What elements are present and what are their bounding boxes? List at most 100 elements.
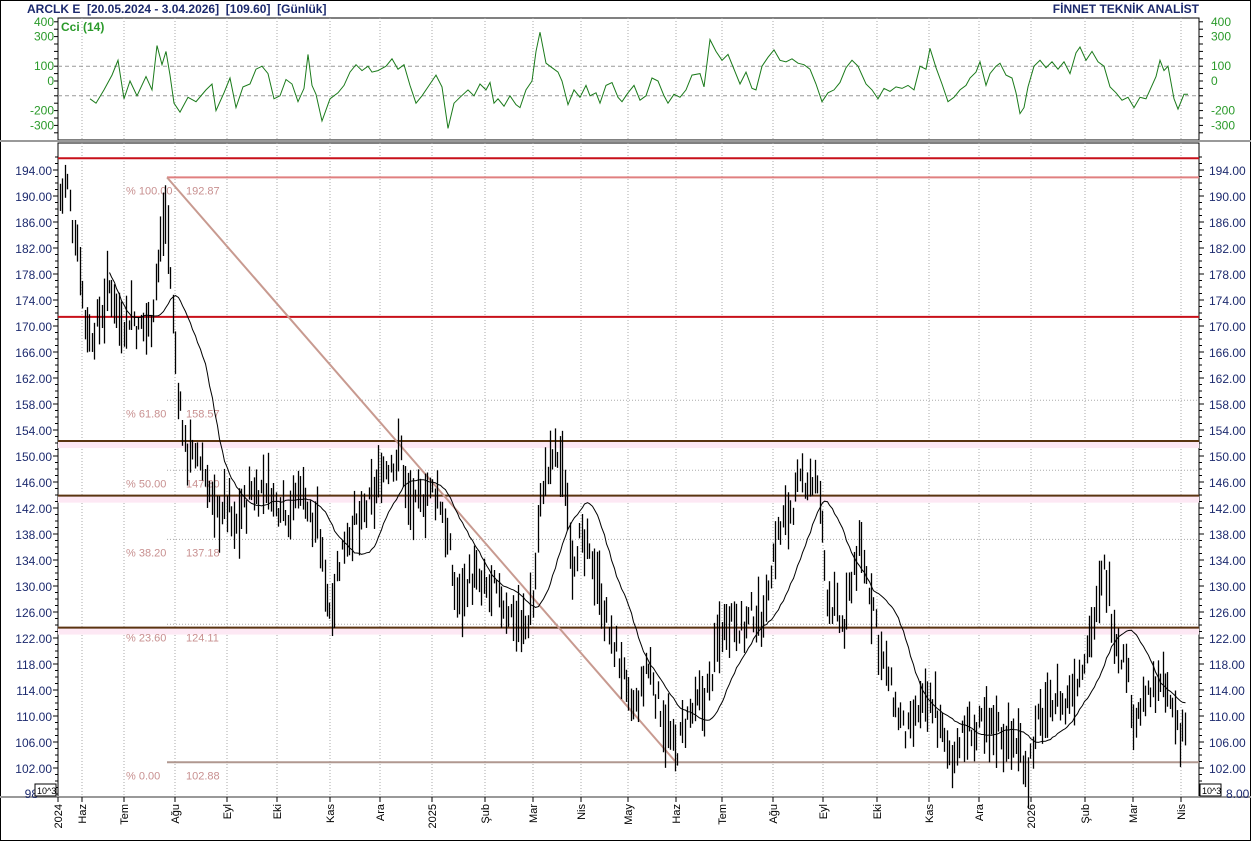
fibonacci-value-label: 124.11: [186, 632, 219, 644]
x-axis-label: 2024: [53, 804, 65, 828]
price-axis-label: 182.00: [15, 242, 52, 256]
price-axis-label: 130.00: [1209, 580, 1246, 594]
zone-shade: [58, 494, 1199, 503]
cci-axis-label: 400: [34, 15, 54, 29]
price-axis-label: 178.00: [15, 268, 52, 282]
x-axis-label: Mar: [1128, 804, 1140, 823]
price-axis-label: 114.00: [1209, 684, 1245, 698]
scale-badge-label: 10^3: [37, 786, 56, 796]
x-axis-label: 2026: [1026, 804, 1038, 828]
price-axis-label: 122.00: [15, 632, 52, 646]
price-axis-label: 134.00: [15, 554, 52, 568]
x-axis-label: Ağu: [170, 804, 182, 824]
price-axis-label: 8.00: [1226, 787, 1250, 801]
x-axis-label: Şub: [480, 804, 492, 824]
x-axis-label: Tem: [119, 804, 131, 825]
price-axis-label: 190.00: [15, 190, 52, 204]
price-axis-label: 114.00: [16, 684, 52, 698]
scale-badge: [1199, 783, 1222, 797]
x-axis-label: Nis: [1176, 804, 1188, 820]
x-axis-label: Eki: [872, 804, 884, 819]
fibonacci-percent-label: % 61.80: [126, 408, 166, 420]
price-axis-label: 154.00: [15, 424, 52, 438]
x-axis-label: Kas: [325, 804, 337, 823]
x-axis-label: Ara: [974, 803, 986, 821]
price-axis-label: 186.00: [1209, 216, 1246, 230]
x-axis-label: Haz: [671, 804, 683, 824]
price-axis-label: 142.00: [15, 502, 52, 516]
price-axis-label: 146.00: [1209, 476, 1246, 490]
x-axis-label: Mar: [528, 804, 540, 823]
price-axis-label: 118.00: [16, 658, 52, 672]
x-axis-label: Ara: [375, 803, 387, 821]
price-axis-label: 174.00: [1209, 294, 1246, 308]
price-axis-label: 102.00: [15, 762, 52, 776]
fibonacci-value-label: 147.80: [186, 478, 220, 490]
price-axis-label: 122.00: [1209, 632, 1246, 646]
price-axis-label: 162.00: [1209, 372, 1246, 386]
price-axis-label: 138.00: [1209, 528, 1246, 542]
x-axis-label: Ağu: [768, 804, 780, 824]
price-axis-label: 166.00: [1209, 346, 1246, 360]
cci-indicator-label: Cci (14): [61, 20, 104, 34]
price-axis-label: 194.00: [15, 164, 52, 178]
cci-axis-label: -200: [1211, 104, 1235, 118]
fibonacci-value-label: 192.87: [186, 185, 220, 197]
fibonacci-percent-label: % 38.20: [126, 547, 166, 559]
cci-axis-label: 0: [1211, 74, 1218, 88]
x-axis-label: Haz: [77, 804, 89, 824]
fibonacci-value-label: 102.88: [186, 770, 220, 782]
x-axis-label: Kas: [924, 804, 936, 823]
price-axis-label: 126.00: [1209, 606, 1246, 620]
scale-badge: [34, 783, 57, 797]
price-axis-label: 170.00: [15, 320, 52, 334]
price-axis-label: 142.00: [1209, 502, 1246, 516]
x-axis-label: Şub: [1080, 804, 1092, 824]
price-axis-label: 194.00: [1209, 164, 1246, 178]
x-axis-label: Eki: [272, 804, 284, 819]
price-axis-label: 158.00: [15, 398, 52, 412]
cci-axis-label: -200: [30, 104, 54, 118]
cci-axis-label: 300: [1211, 30, 1231, 44]
cci-axis-label: 0: [47, 74, 54, 88]
cci-axis-label: 300: [34, 30, 54, 44]
price-axis-label: 146.00: [15, 476, 52, 490]
price-axis-label: 174.00: [15, 294, 52, 308]
x-axis-label: May: [623, 804, 635, 825]
price-axis-label: 110.00: [16, 710, 52, 724]
price-axis-label: 158.00: [1209, 398, 1246, 412]
price-axis-label: 150.00: [1209, 450, 1246, 464]
x-axis-label: Tem: [717, 804, 729, 825]
price-axis-label: 134.00: [1209, 554, 1246, 568]
brand-label: FİNNET TEKNİK ANALİST: [1052, 2, 1199, 16]
fibonacci-percent-label: % 50.00: [126, 478, 166, 490]
cci-line: [89, 32, 1188, 129]
chart-title: ARCLK E [20.05.2024 - 3.04.2026] [109.60…: [27, 2, 327, 16]
zone-shade: [58, 626, 1199, 635]
fibonacci-percent-label: % 100.00: [126, 185, 172, 197]
price-axis-label: 166.00: [15, 346, 52, 360]
price-axis-label: 170.00: [1209, 320, 1246, 334]
fibonacci-percent-label: % 0.00: [126, 770, 160, 782]
price-axis-label: 190.00: [1209, 190, 1246, 204]
price-axis-label: 118.00: [1209, 658, 1245, 672]
price-axis-label: 106.00: [1209, 736, 1246, 750]
price-axis-label: 106.00: [15, 736, 52, 750]
fibonacci-value-label: 158.57: [186, 408, 220, 420]
cci-axis-label: 100: [1211, 59, 1231, 73]
cci-axis-label: 400: [1211, 15, 1231, 29]
fibonacci-percent-label: % 23.60: [126, 632, 166, 644]
x-axis-label: 2025: [427, 804, 439, 828]
price-axis-label: 126.00: [15, 606, 52, 620]
fibonacci-value-label: 137.18: [186, 547, 220, 559]
cci-axis-label: -300: [1211, 118, 1235, 132]
price-axis-label: 186.00: [15, 216, 52, 230]
fibonacci-trendline[interactable]: [166, 176, 677, 763]
price-axis-label: 182.00: [1209, 242, 1246, 256]
x-axis-label: Eyl: [818, 804, 830, 819]
moving-average-line: [109, 272, 1186, 743]
price-axis-label: 138.00: [15, 528, 52, 542]
x-axis-label: Eyl: [222, 804, 234, 819]
x-axis-label: Nis: [576, 804, 588, 820]
